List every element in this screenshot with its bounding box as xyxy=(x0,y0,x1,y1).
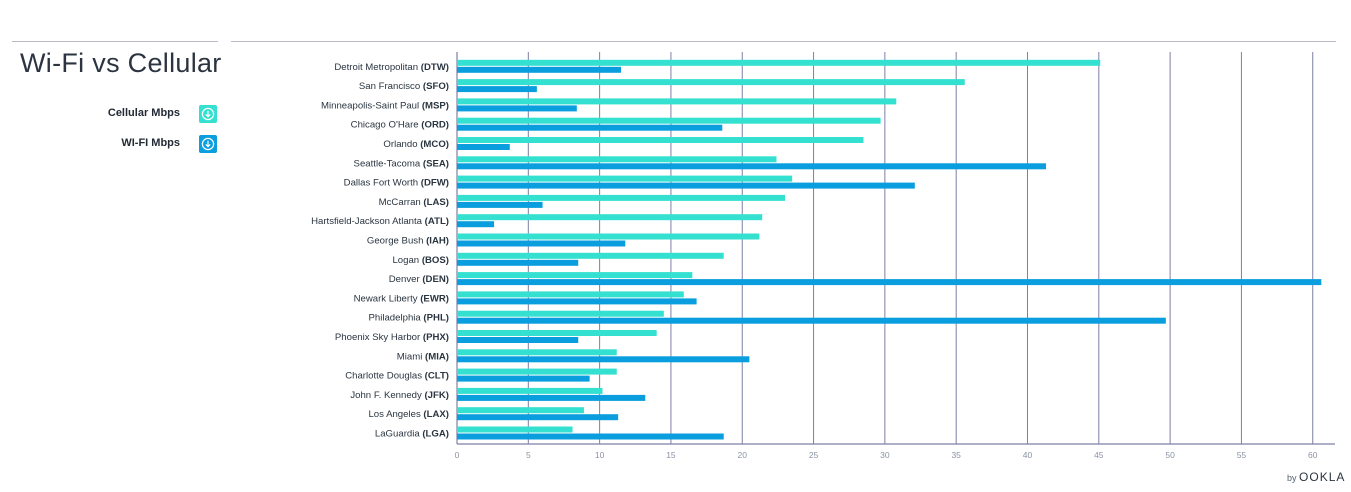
category-label: Dallas Fort Worth (DFW) xyxy=(344,178,449,189)
category-label: LaGuardia (LGA) xyxy=(375,429,449,440)
category-label: Newark Liberty (EWR) xyxy=(354,293,449,304)
bar-wifi xyxy=(457,124,723,131)
category-label: Los Angeles (LAX) xyxy=(368,409,449,420)
x-tick-label: 35 xyxy=(951,450,961,460)
branding-name: OOKLA xyxy=(1299,470,1346,484)
bar-cellular xyxy=(457,291,684,298)
bar-wifi xyxy=(457,259,579,266)
x-tick-label: 30 xyxy=(880,450,890,460)
bar-cellular xyxy=(457,407,584,414)
bar-cellular xyxy=(457,79,965,86)
x-tick-label: 40 xyxy=(1023,450,1033,460)
bar-cellular xyxy=(457,117,881,124)
category-label: Logan (BOS) xyxy=(392,255,449,266)
category-label: Phoenix Sky Harbor (PHX) xyxy=(335,332,449,343)
bar-wifi xyxy=(457,201,543,208)
branding-prefix: by xyxy=(1287,473,1297,483)
bar-wifi xyxy=(457,66,622,73)
bar-cellular xyxy=(457,233,760,240)
legend-item-cellular: Cellular Mbps xyxy=(60,105,220,125)
category-label: Hartsfield-Jackson Atlanta (ATL) xyxy=(311,216,449,227)
bar-cellular xyxy=(457,310,664,317)
x-tick-label: 60 xyxy=(1308,450,1318,460)
category-label: San Francisco (SFO) xyxy=(359,81,449,92)
category-label: Minneapolis-Saint Paul (MSP) xyxy=(321,100,449,111)
x-tick-label: 15 xyxy=(666,450,676,460)
bar-wifi xyxy=(457,240,626,247)
bar-cellular xyxy=(457,272,693,279)
x-tick-label: 50 xyxy=(1165,450,1175,460)
bar-wifi xyxy=(457,337,579,343)
bar-wifi xyxy=(457,221,495,228)
header-divider-right xyxy=(231,41,1336,42)
bar-cellular xyxy=(457,387,603,394)
bar-cellular xyxy=(457,426,573,433)
category-label: Charlotte Douglas (CLT) xyxy=(345,371,449,382)
x-tick-label: 10 xyxy=(595,450,605,460)
bar-wifi xyxy=(457,163,1047,170)
ookla-branding: by OOKLA xyxy=(1287,470,1345,484)
category-label: Orlando (MCO) xyxy=(383,139,449,150)
category-label: Seattle-Tacoma (SEA) xyxy=(354,158,449,169)
bar-wifi xyxy=(457,356,750,363)
category-label: John F. Kennedy (JFK) xyxy=(350,390,449,401)
bar-wifi xyxy=(457,394,646,401)
bar-cellular xyxy=(457,194,786,201)
x-tick-label: 45 xyxy=(1094,450,1104,460)
page-title: Wi-Fi vs Cellular xyxy=(20,48,222,78)
download-icon xyxy=(199,135,217,153)
bar-cellular xyxy=(457,368,617,375)
bar-cellular xyxy=(457,137,864,143)
bar-wifi xyxy=(457,86,537,93)
category-label: McCarran (LAS) xyxy=(379,197,449,208)
legend-item-wifi: WI-FI Mbps xyxy=(60,135,220,155)
bar-cellular xyxy=(457,175,793,182)
bar-wifi xyxy=(457,105,577,112)
category-label: Denver (DEN) xyxy=(389,274,449,285)
x-tick-label: 20 xyxy=(738,450,748,460)
bar-wifi xyxy=(457,279,1322,286)
bar-cellular xyxy=(457,349,617,356)
legend-label-cellular: Cellular Mbps xyxy=(107,107,180,119)
bar-wifi xyxy=(457,298,697,305)
bar-wifi xyxy=(457,317,1166,324)
category-label: Philadelphia (PHL) xyxy=(368,313,449,324)
download-icon xyxy=(199,105,217,123)
category-label: George Bush (IAH) xyxy=(367,236,449,247)
x-tick-label: 5 xyxy=(526,450,531,460)
bar-cellular xyxy=(457,330,657,336)
bar-wifi xyxy=(457,414,619,421)
bar-cellular xyxy=(457,98,897,105)
header-divider-left xyxy=(12,41,218,42)
bar-wifi xyxy=(457,182,915,189)
bar-cellular xyxy=(457,156,777,163)
bar-wifi xyxy=(457,375,590,382)
bar-cellular xyxy=(457,214,763,221)
bar-wifi xyxy=(457,144,510,150)
x-tick-label: 0 xyxy=(455,450,460,460)
bar-cellular xyxy=(457,252,724,259)
category-label: Detroit Metropolitan (DTW) xyxy=(334,62,449,73)
bar-cellular xyxy=(457,59,1101,66)
x-tick-label: 25 xyxy=(809,450,819,460)
bar-wifi xyxy=(457,433,724,440)
category-label: Chicago O'Hare (ORD) xyxy=(351,120,449,131)
legend-label-wifi: WI-FI Mbps xyxy=(121,137,180,149)
x-tick-label: 55 xyxy=(1237,450,1247,460)
category-label: Miami (MIA) xyxy=(397,351,449,362)
